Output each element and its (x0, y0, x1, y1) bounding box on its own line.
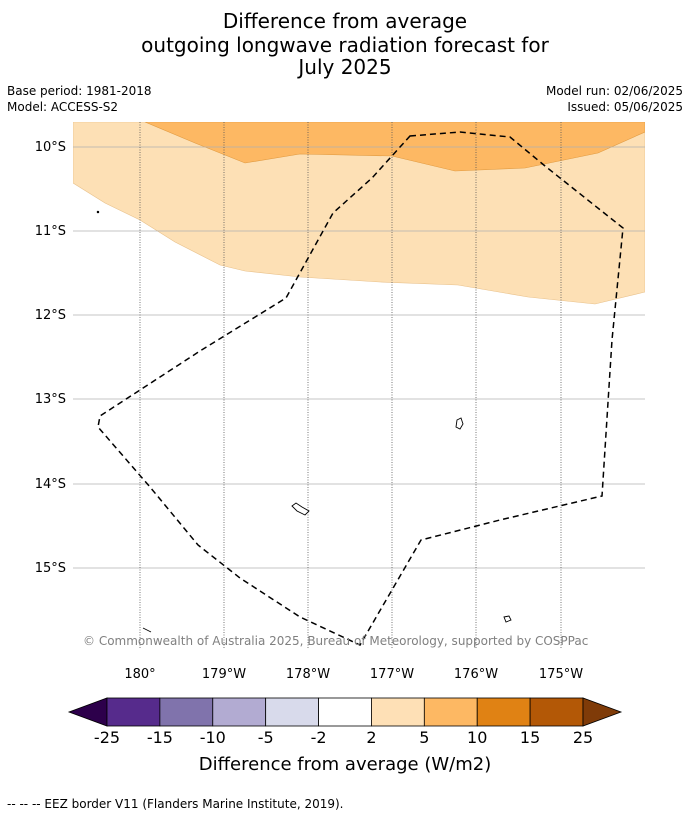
colorbar-tick-label: -15 (147, 728, 173, 747)
colorbar-tick-label: -2 (311, 728, 327, 747)
colorbar-tick-label: 25 (573, 728, 593, 747)
lon-label: 178°W (286, 667, 330, 682)
colorbar-tick-label: 10 (467, 728, 487, 747)
colorbar-segment (212, 697, 267, 727)
lon-label: 180° (124, 667, 155, 682)
islet-nw (96, 210, 100, 214)
colorbar-segment (318, 697, 372, 727)
model-name: Model: ACCESS-S2 (7, 100, 119, 114)
title-line-3: July 2025 (298, 55, 392, 79)
lon-label: 176°W (454, 667, 498, 682)
lon-label: 179°W (202, 667, 246, 682)
colorbar (67, 697, 623, 727)
lat-label: 10°S (35, 140, 66, 155)
longitude-gridlines (139, 122, 562, 648)
colorbar-segment (476, 697, 531, 727)
colorbar-tick-label: -10 (200, 728, 226, 747)
longitude-labels: 180° 179°W 178°W 177°W 176°W 175°W (124, 667, 583, 682)
title-line-2: outgoing longwave radiation forecast for (141, 33, 549, 57)
colorbar-tick-label: -25 (94, 728, 120, 747)
colorbar-segment (265, 697, 319, 727)
lat-label: 14°S (35, 477, 66, 492)
lat-label: 13°S (35, 392, 66, 407)
island-east (455, 417, 464, 430)
eez-border (97, 131, 624, 646)
island-west (291, 502, 310, 516)
map-area: © Commonwealth of Australia 2025, Bureau… (73, 122, 645, 661)
lat-label: 15°S (35, 561, 66, 576)
colorbar-under-arrow (67, 697, 108, 727)
colorbar-tick-labels: -25 -15 -10 -5 -2 2 5 10 15 25 (94, 728, 593, 747)
colorbar-title: Difference from average (W/m2) (199, 754, 491, 775)
islet-sw (142, 627, 152, 633)
latitude-labels: 10°S 11°S 12°S 13°S 14°S 15°S (35, 140, 66, 576)
colorbar-segment (529, 697, 584, 727)
island-south (503, 615, 512, 623)
lon-label: 175°W (539, 667, 583, 682)
copyright-text: © Commonwealth of Australia 2025, Bureau… (83, 634, 588, 648)
colorbar-segment (159, 697, 214, 727)
colorbar-tick-label: 15 (520, 728, 540, 747)
island-outlines (96, 210, 512, 661)
colorbar-tick-label: -5 (258, 728, 274, 747)
lat-label: 11°S (35, 224, 66, 239)
colorbar-tick-label: 2 (366, 728, 376, 747)
latitude-gridlines (73, 146, 645, 569)
anomaly-band-5-10 (144, 122, 645, 172)
issued-date: Issued: 05/06/2025 (567, 100, 683, 114)
base-period: Base period: 1981-2018 (7, 84, 152, 98)
model-run-date: Model run: 02/06/2025 (545, 84, 683, 98)
colorbar-segment (423, 697, 478, 727)
lat-label: 12°S (35, 308, 66, 323)
colorbar-segment (106, 697, 161, 727)
colorbar-segment (371, 697, 425, 727)
eez-legend-note: -- -- -- EEZ border V11 (Flanders Marine… (7, 797, 344, 811)
title-line-1: Difference from average (222, 9, 468, 33)
colorbar-tick-label: 5 (419, 728, 429, 747)
lon-label: 177°W (370, 667, 414, 682)
islet-s (212, 659, 214, 661)
colorbar-over-arrow (582, 697, 623, 727)
